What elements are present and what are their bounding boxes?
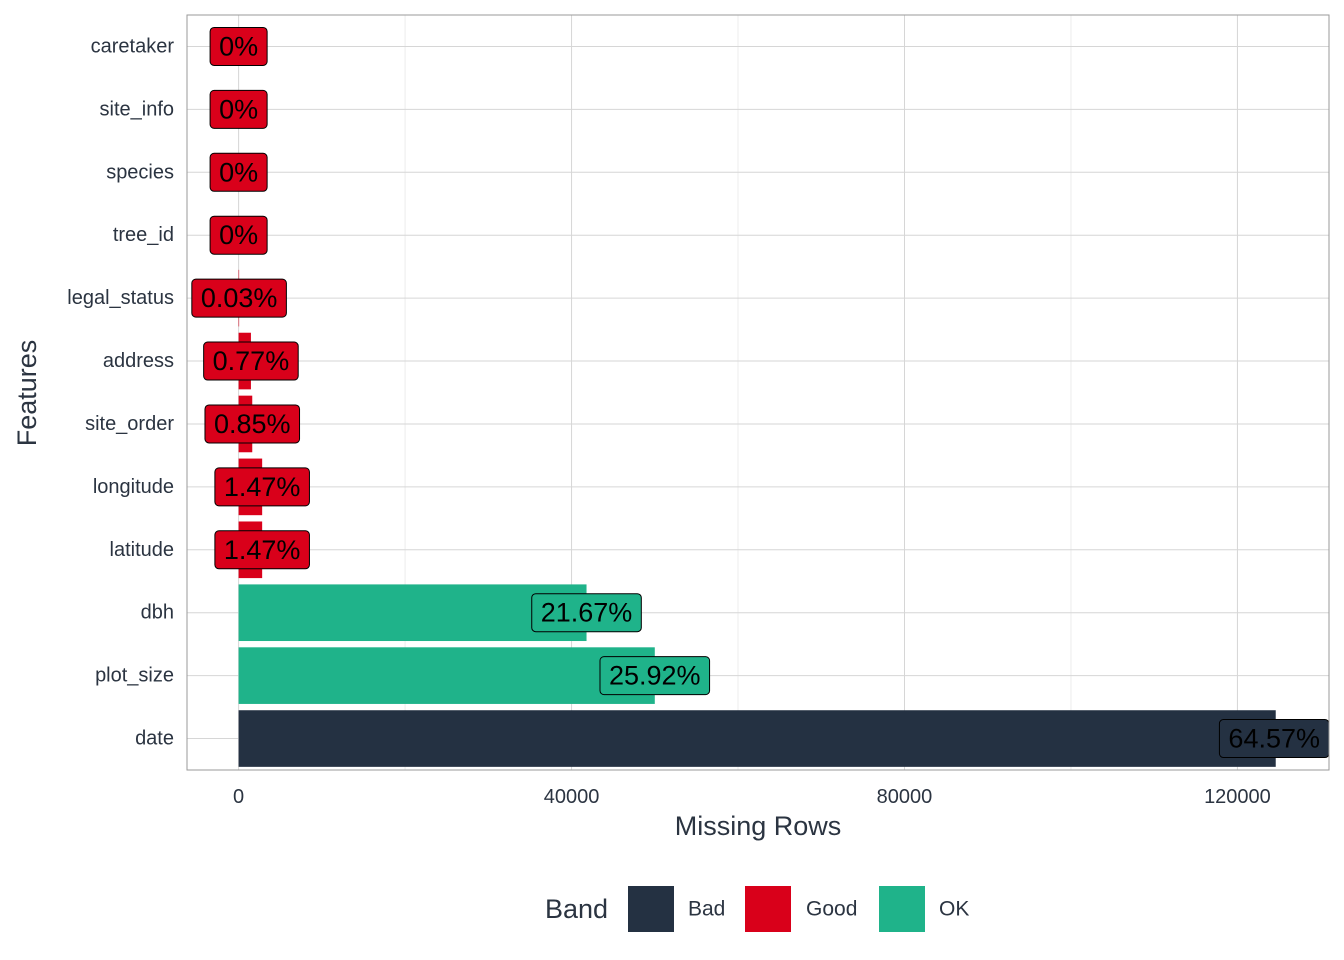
y-tick-label: legal_status (67, 287, 174, 309)
legend-label: OK (939, 898, 969, 921)
x-axis-title: Missing Rows (675, 811, 842, 841)
bar-label-text: 0% (219, 94, 258, 124)
bar-label-text: 0% (219, 220, 258, 250)
legend-title: Band (545, 894, 608, 924)
bar-label-text: 21.67% (541, 598, 633, 628)
bar-label-layer: 0% 0% 0% 0% 0.03% 0.77% 0.85% 1.47% 1.47% 21.67% 2… (191, 26, 1330, 759)
bar-label-text: 0.03% (201, 283, 278, 313)
y-tick-label: species (106, 161, 174, 183)
y-tick-label: site_info (100, 98, 175, 120)
bar-label-box (209, 152, 268, 192)
bar-label: 0.03% (191, 278, 287, 318)
y-tick-label: latitude (110, 539, 175, 561)
legend-swatch (745, 886, 791, 932)
bar-label-box (209, 89, 268, 129)
bar-label-box (203, 341, 299, 381)
legend-swatch (879, 886, 925, 932)
bar-label-text: 0.77% (213, 346, 290, 376)
bar-label-text: 0% (219, 157, 258, 187)
x-tick-label: 120000 (1204, 786, 1271, 808)
legend-swatch (628, 886, 674, 932)
bar-label-text: 0% (219, 31, 258, 61)
bar (238, 584, 587, 642)
panel-border (186, 14, 1330, 771)
bar-label: 0.77% (203, 341, 299, 381)
bar-label-text: 64.57% (1228, 724, 1320, 754)
bar-label-text: 1.47% (224, 535, 301, 565)
bar-label-box (209, 215, 268, 255)
y-tick-label: caretaker (91, 35, 175, 57)
x-tick-label: 40000 (544, 786, 600, 808)
y-tick-label: date (135, 728, 174, 750)
bar-label-box (214, 467, 310, 507)
bar-label: 64.57% (1218, 719, 1330, 759)
legend: Band Bad Good OK (545, 886, 969, 932)
y-tick-label: longitude (93, 476, 174, 498)
bar-label: 0.85% (204, 404, 301, 444)
x-tick-label: 80000 (877, 786, 933, 808)
bar-label-text: 0.85% (214, 409, 291, 439)
bar-label: 25.92% (599, 656, 711, 696)
bar-label-box (599, 656, 711, 696)
bar-label-box (204, 404, 301, 444)
y-tick-label: site_order (85, 413, 174, 435)
bar-label-box (214, 530, 310, 570)
bar-label-box (209, 26, 268, 66)
bar (238, 710, 1276, 767)
y-axis-title: Features (12, 340, 42, 447)
legend-label: Bad (688, 898, 725, 921)
bar-label: 1.47% (214, 467, 310, 507)
bar-label-box (191, 278, 287, 318)
grid-layer (187, 15, 1329, 770)
bar-label: 0% (209, 215, 268, 255)
x-tick-label: 0 (233, 786, 244, 808)
y-tick-label: tree_id (113, 224, 174, 246)
bar-layer (238, 269, 1276, 767)
y-tick-label: address (103, 350, 174, 372)
bar-label: 0% (209, 89, 268, 129)
bar-label-box (531, 593, 642, 633)
bar-label: 0% (209, 26, 268, 66)
legend-label: Good (806, 898, 857, 921)
bar-label: 21.67% (531, 593, 642, 633)
y-tick-label: dbh (141, 602, 174, 624)
bar-label-text: 25.92% (609, 661, 701, 691)
bar-label-text: 1.47% (224, 472, 301, 502)
y-tick-label: plot_size (95, 665, 174, 687)
bar-label: 0% (209, 152, 268, 192)
x-tick-labels: 0 40000 80000 120000 (233, 786, 1271, 808)
bar-label: 1.47% (214, 530, 310, 570)
bar (238, 647, 655, 704)
